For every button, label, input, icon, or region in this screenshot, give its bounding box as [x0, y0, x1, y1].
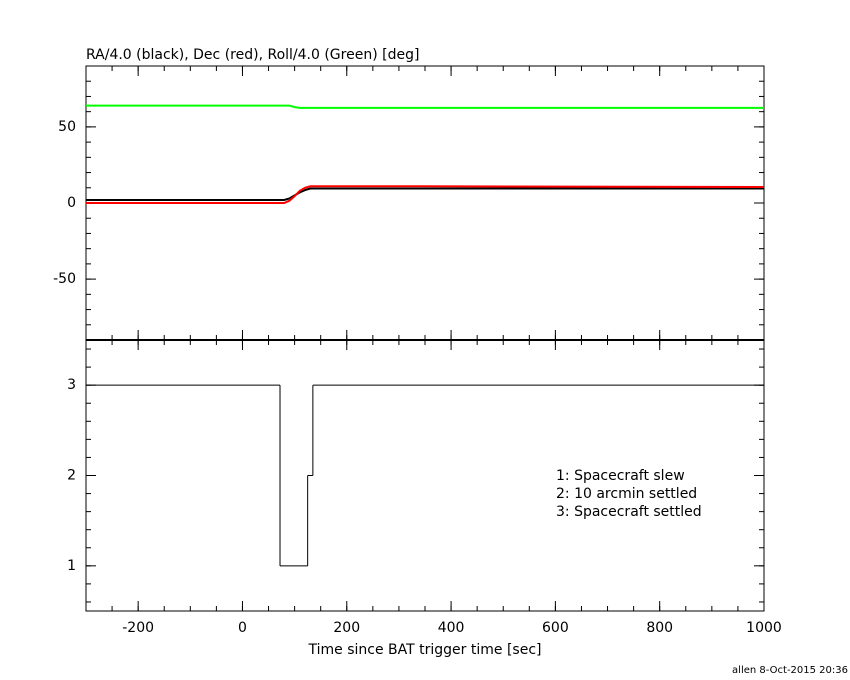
x-tick-label: 0 [238, 620, 247, 636]
x-axis-label: Time since BAT trigger time [sec] [308, 642, 542, 658]
data-line [86, 185, 765, 204]
x-tick-label: 600 [542, 620, 569, 636]
y-tick-label: 50 [58, 119, 76, 135]
x-tick-label: -200 [122, 620, 154, 636]
data-line [86, 104, 764, 109]
x-tick-label: 1000 [746, 620, 782, 636]
legend-text: 3: Spacecraft settled [556, 504, 702, 520]
y-tick-label: 1 [67, 558, 76, 574]
data-line [86, 187, 764, 201]
x-tick-label: 400 [438, 620, 465, 636]
y-tick-label: -50 [53, 271, 76, 287]
footnote: allen 8-Oct-2015 20:36 [732, 665, 848, 676]
legend-text: 1: Spacecraft slew [556, 468, 685, 484]
x-tick-label: 800 [646, 620, 673, 636]
y-tick-label: 2 [67, 468, 76, 484]
chart-title: RA/4.0 (black), Dec (red), Roll/4.0 (Gre… [86, 47, 419, 63]
y-tick-label: 0 [67, 195, 76, 211]
legend-text: 2: 10 arcmin settled [556, 486, 697, 502]
y-tick-label: 3 [67, 377, 76, 393]
x-tick-label: 200 [333, 620, 360, 636]
